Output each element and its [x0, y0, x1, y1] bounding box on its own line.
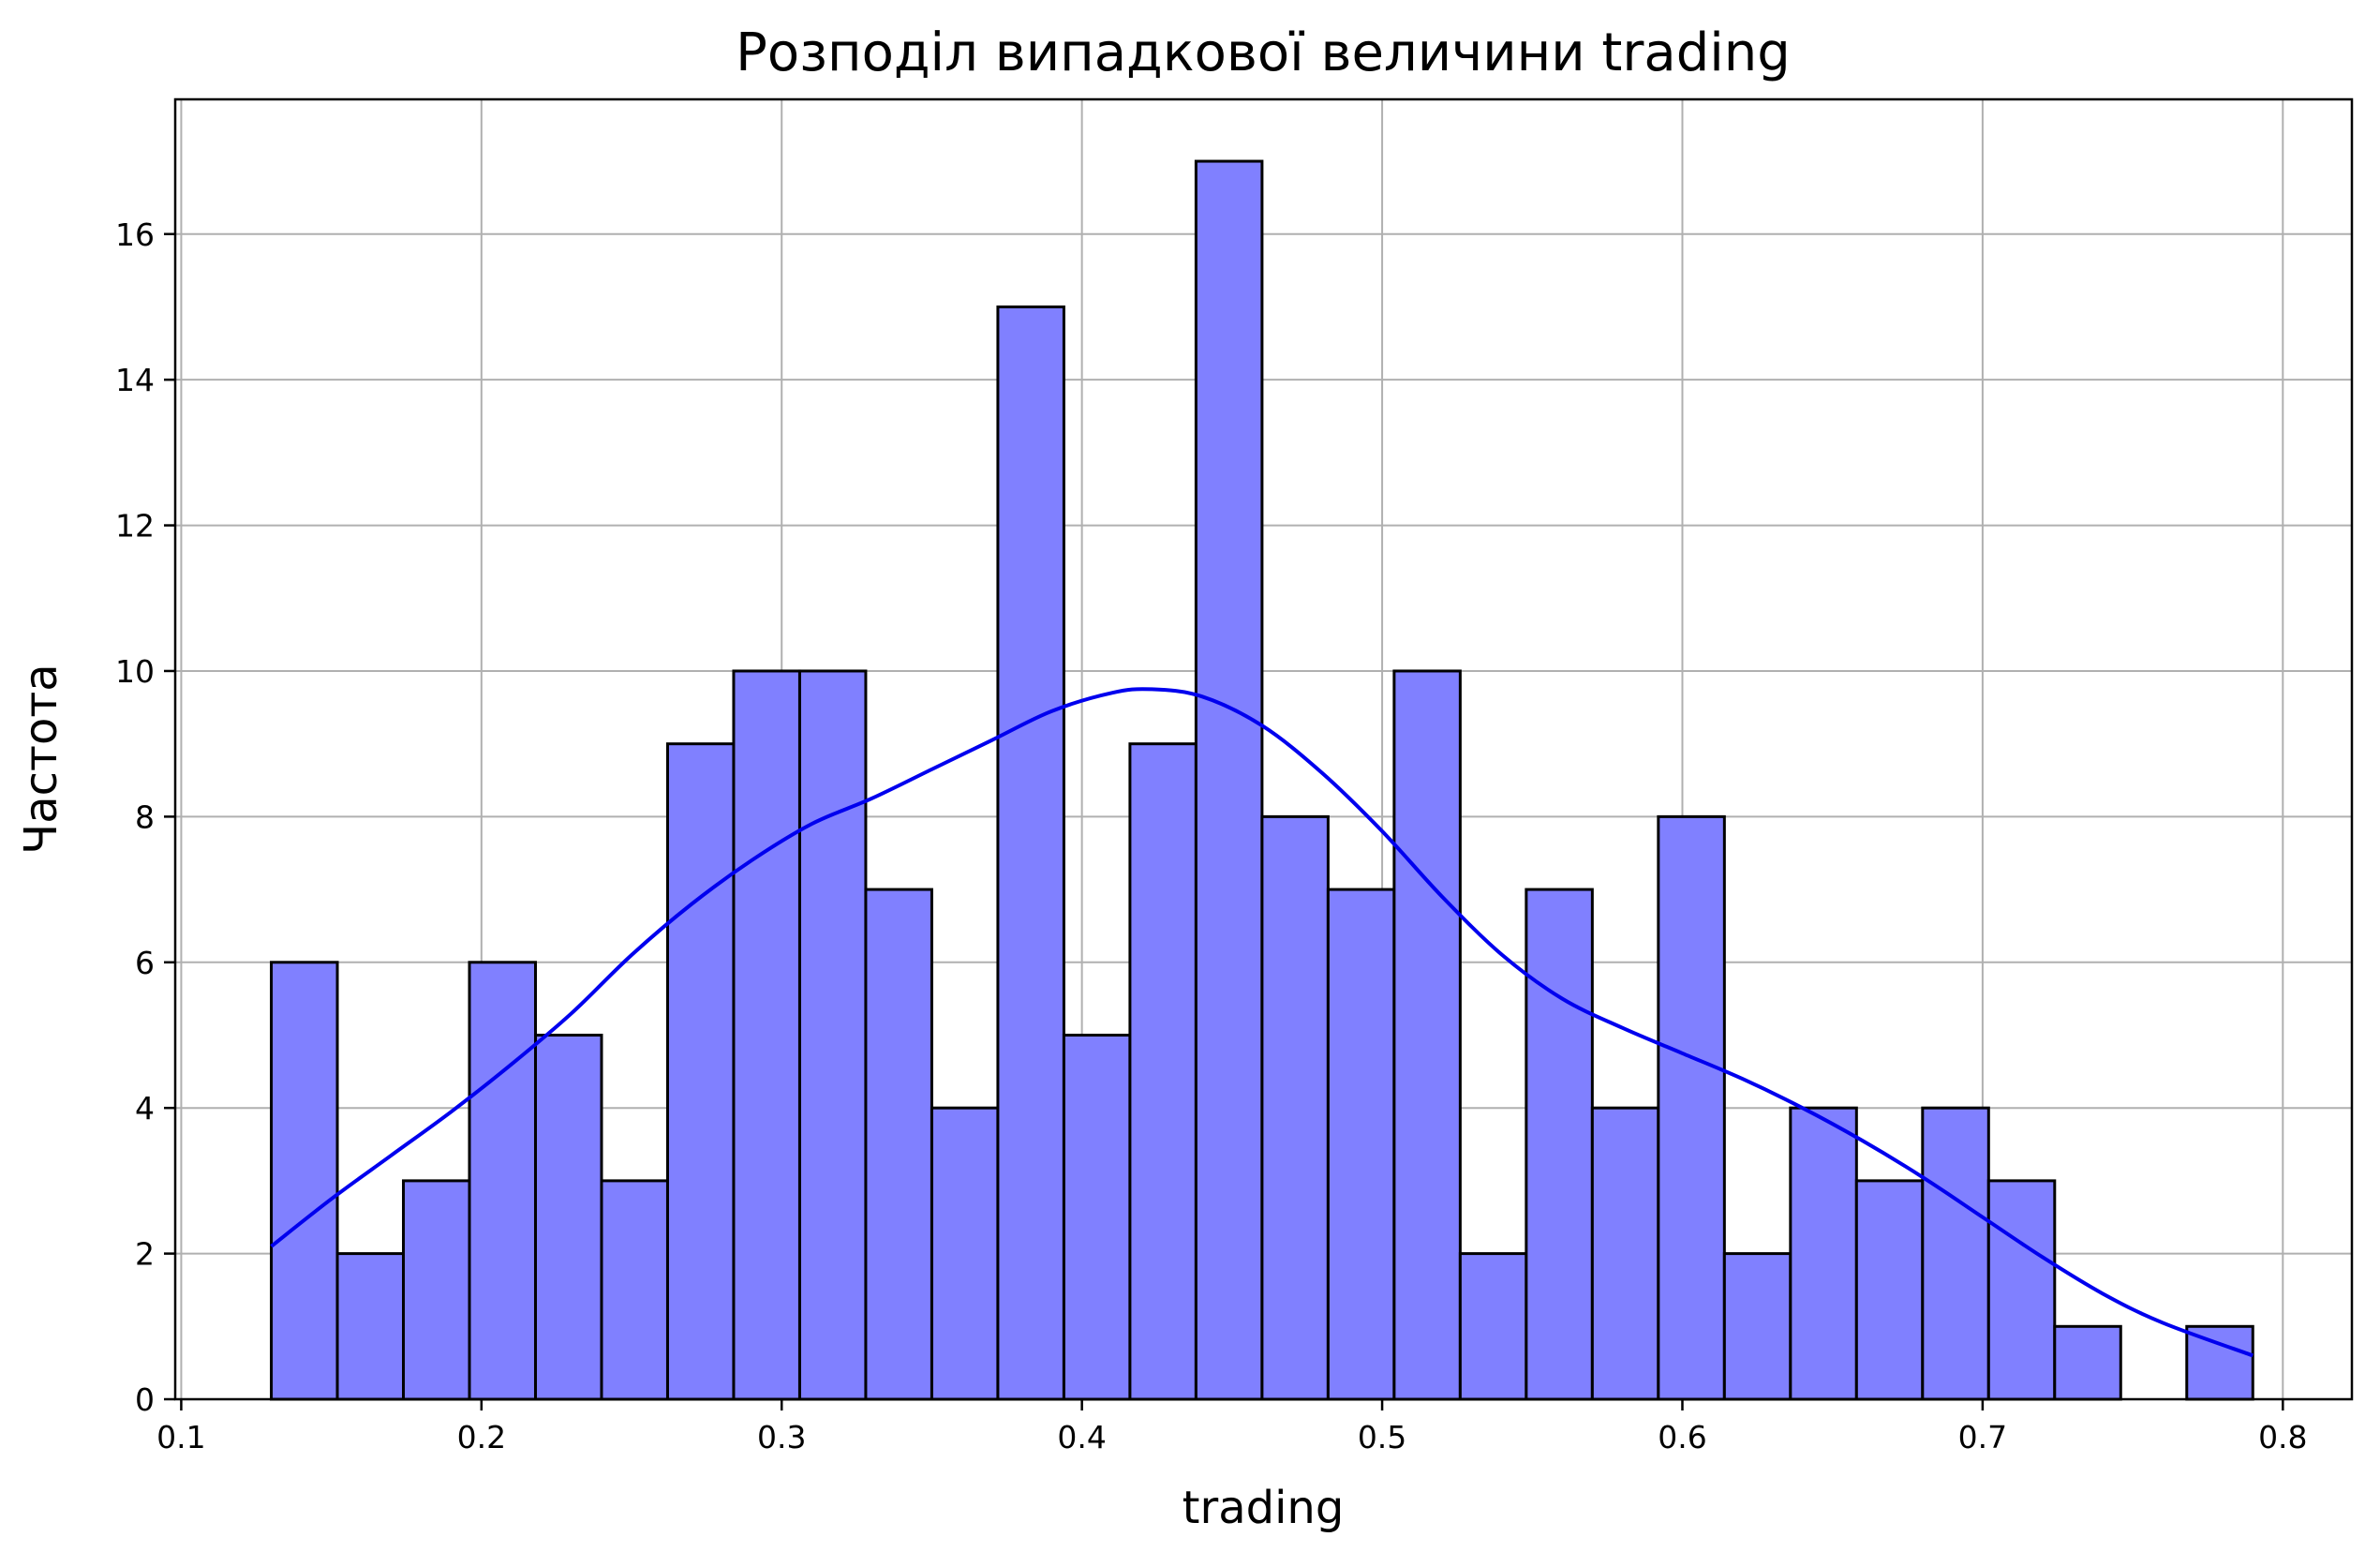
kde-curve-group	[270, 687, 2254, 1358]
histogram-bar	[1789, 1106, 1858, 1401]
histogram-bar	[533, 1033, 603, 1401]
y-tick-label: 8	[135, 798, 155, 835]
y-tick-label: 16	[115, 216, 155, 253]
histogram-bar	[1590, 1106, 1660, 1401]
y-tick-label: 10	[115, 653, 155, 690]
histogram-bar	[402, 1179, 471, 1401]
histogram-bar	[335, 1252, 406, 1401]
x-tick-label: 0.6	[1658, 1419, 1706, 1455]
histogram-bar	[1392, 669, 1462, 1401]
histogram-bar	[665, 742, 736, 1401]
histogram-bar	[797, 669, 868, 1401]
histogram-bar	[996, 305, 1065, 1401]
y-tick-label: 2	[135, 1236, 155, 1273]
histogram-bar	[2053, 1324, 2122, 1401]
y-tick-label: 6	[135, 945, 155, 981]
histogram-bar	[1260, 814, 1330, 1401]
x-axis-label: trading	[1183, 1482, 1345, 1534]
histogram-bar	[468, 961, 537, 1401]
axes	[173, 97, 2354, 1401]
kde-line	[270, 687, 2254, 1358]
x-tick-label: 0.1	[156, 1419, 205, 1455]
histogram-bar	[1986, 1179, 2057, 1401]
histogram-bar	[1326, 888, 1396, 1401]
x-tick-label: 0.5	[1358, 1419, 1406, 1455]
x-tick-label: 0.2	[457, 1419, 506, 1455]
y-axis-label: Частота	[15, 664, 67, 854]
histogram-bar	[1657, 814, 1726, 1401]
x-tick-label: 0.4	[1057, 1419, 1106, 1455]
y-tick-label: 12	[115, 508, 155, 545]
histogram-bar	[1128, 742, 1197, 1401]
histogram-bar	[864, 888, 933, 1401]
plot-frame	[173, 97, 2354, 1401]
histogram-bar	[1194, 159, 1264, 1401]
histogram-bar	[1854, 1179, 1925, 1401]
x-tick-label: 0.7	[1958, 1419, 2007, 1455]
histogram-bar	[600, 1179, 669, 1401]
histogram-bars	[270, 159, 2254, 1401]
histogram-bar	[270, 961, 339, 1401]
chart-title: Розподіл випадкової величини trading	[736, 22, 1791, 83]
histogram-bar	[1062, 1033, 1132, 1401]
y-tick-label: 14	[115, 362, 155, 398]
histogram-bar	[930, 1106, 1000, 1401]
histogram-bar	[1921, 1106, 1990, 1401]
histogram-bar	[1722, 1252, 1792, 1401]
histogram-bar	[1525, 888, 1594, 1401]
y-tick-label: 0	[135, 1381, 155, 1418]
x-tick-label: 0.8	[2258, 1419, 2307, 1455]
x-tick-label: 0.3	[757, 1419, 806, 1455]
y-tick-label: 4	[135, 1090, 155, 1127]
histogram-bar	[1458, 1252, 1528, 1401]
ticks: 0.1 0.2 0.3 0.4 0.5 0.6 0.7 0.8 0 2 4 6 8 10 12 14 16	[115, 216, 2308, 1455]
histogram-bar	[732, 669, 801, 1401]
